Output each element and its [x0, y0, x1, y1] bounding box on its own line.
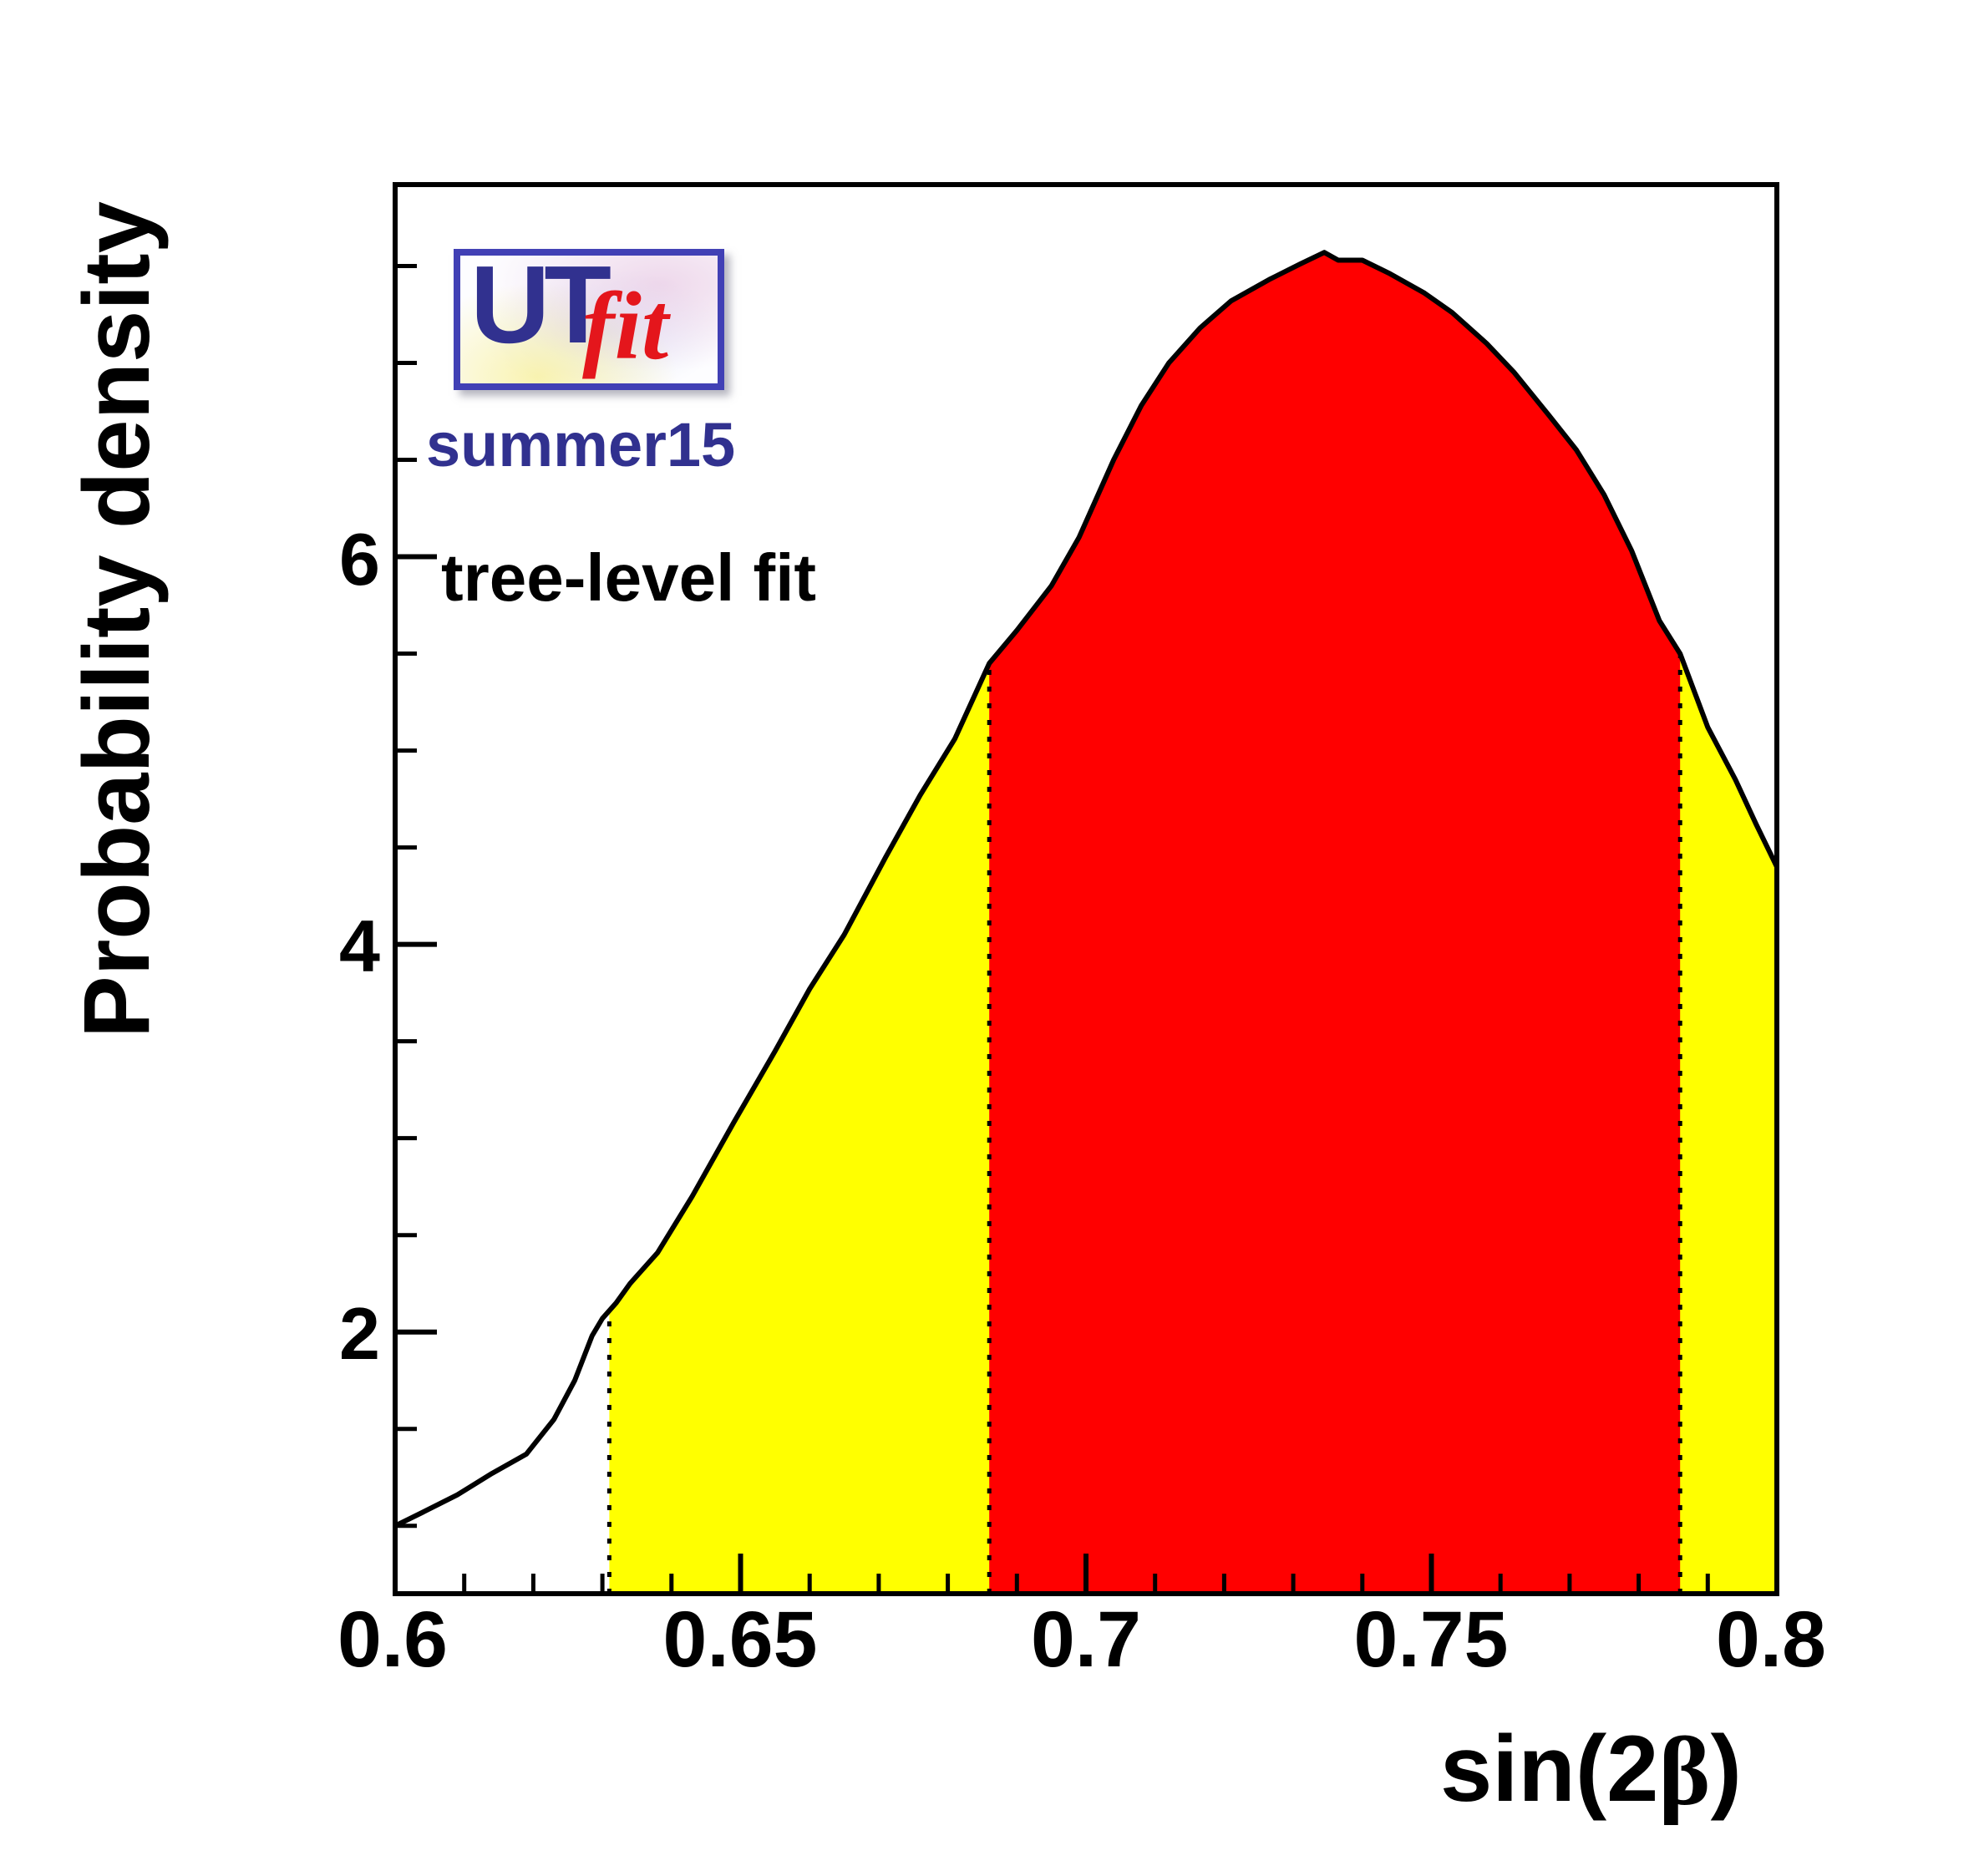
fit-type-annotation: tree-level fit — [441, 540, 817, 615]
x-axis-title-suffix: ) — [1710, 1716, 1742, 1821]
y-axis-title: Probability density — [64, 201, 169, 1038]
y-tick-label-6: 6 — [339, 518, 380, 601]
x-tick-label-0.65: 0.65 — [663, 1595, 818, 1684]
logo-season-label: summer15 — [426, 410, 736, 479]
beta-symbol: β — [1658, 1716, 1711, 1826]
band-68-percent — [989, 252, 1681, 1595]
plot-frame — [393, 182, 1779, 1596]
y-axis-tick-labels: 6 4 2 — [339, 518, 380, 1375]
utfit-logo-fit-text: fit — [582, 273, 669, 380]
utfit-logo: UT fit — [454, 244, 724, 390]
x-tick-label-0.7: 0.7 — [1031, 1595, 1141, 1684]
x-axis-title: sin(2β) — [1440, 1716, 1742, 1821]
interval-boundary-lines — [606, 653, 1682, 1594]
x-axis-title-prefix: sin(2 — [1440, 1716, 1659, 1821]
confidence-bands — [609, 252, 1777, 1595]
y-tick-label-2: 2 — [339, 1292, 380, 1375]
x-tick-label-0.75: 0.75 — [1354, 1595, 1509, 1684]
x-tick-label-0.8: 0.8 — [1716, 1595, 1826, 1684]
x-tick-label-0.6: 0.6 — [337, 1595, 448, 1684]
density-curve — [393, 250, 1779, 1529]
utfit-logo-ut-text: UT — [470, 243, 611, 366]
x-axis-tick-labels: 0.6 0.65 0.7 0.75 0.8 — [337, 1595, 1826, 1684]
y-tick-label-4: 4 — [339, 905, 380, 987]
